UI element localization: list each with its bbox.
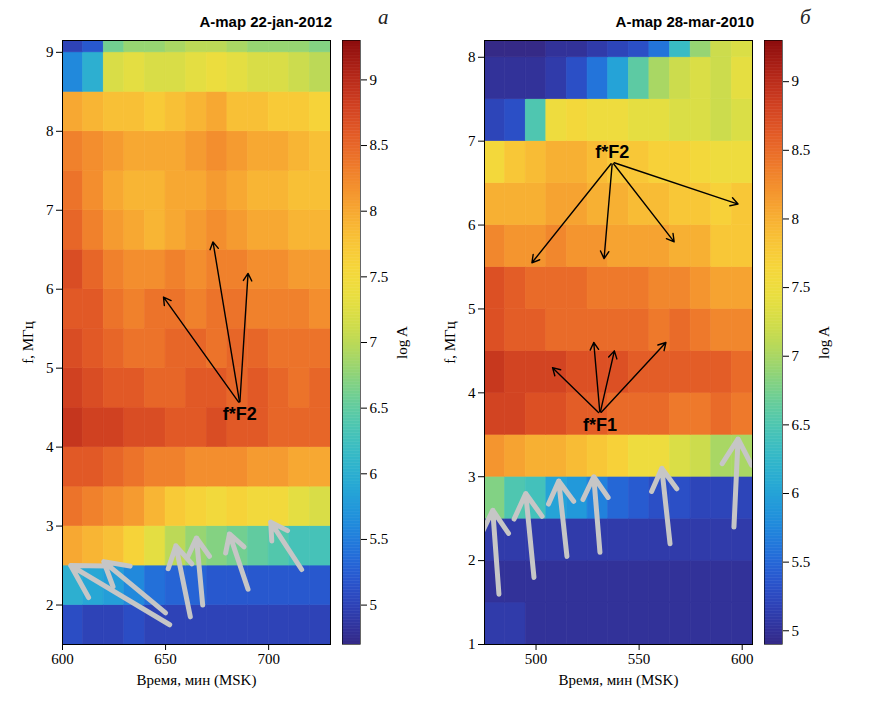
svg-text:6: 6 <box>792 485 800 501</box>
svg-text:550: 550 <box>628 651 651 667</box>
svg-text:Время, мин (MSK): Время, мин (MSK) <box>559 672 679 689</box>
svg-text:7: 7 <box>468 133 476 149</box>
svg-text:9: 9 <box>792 73 800 89</box>
svg-text:3: 3 <box>46 518 54 534</box>
svg-text:1: 1 <box>468 636 476 652</box>
svg-text:2: 2 <box>46 597 54 613</box>
svg-text:3: 3 <box>468 469 476 485</box>
svg-text:9: 9 <box>46 44 54 60</box>
svg-text:f, МГц: f, МГц <box>20 321 36 364</box>
svg-text:500: 500 <box>525 651 548 667</box>
svg-text:7: 7 <box>792 348 800 364</box>
svg-text:700: 700 <box>257 651 280 667</box>
svg-text:f*F2: f*F2 <box>595 142 629 162</box>
svg-text:7: 7 <box>46 202 54 218</box>
svg-text:f, МГц: f, МГц <box>442 321 458 364</box>
svg-text:600: 600 <box>731 651 754 667</box>
svg-text:9: 9 <box>370 72 378 88</box>
svg-text:5: 5 <box>468 301 476 317</box>
svg-text:5: 5 <box>46 360 54 376</box>
html-text:а: а <box>378 5 389 29</box>
svg-text:Время, мин (MSK): Время, мин (MSK) <box>137 672 257 689</box>
svg-text:6: 6 <box>468 217 476 233</box>
svg-text:f*F2: f*F2 <box>223 404 257 424</box>
svg-text:7.5: 7.5 <box>792 279 811 295</box>
svg-text:8: 8 <box>468 49 476 65</box>
svg-text:8: 8 <box>792 211 800 227</box>
svg-text:6: 6 <box>46 281 54 297</box>
svg-text:7: 7 <box>370 334 378 350</box>
svg-text:5: 5 <box>370 597 378 613</box>
svg-text:8.5: 8.5 <box>792 142 811 158</box>
svg-text:8.5: 8.5 <box>370 137 389 153</box>
svg-text:600: 600 <box>51 651 74 667</box>
svg-text:4: 4 <box>468 385 476 401</box>
svg-text:2: 2 <box>468 552 476 568</box>
svg-text:8: 8 <box>370 203 378 219</box>
html-text:A-map 22-jan-2012: A-map 22-jan-2012 <box>199 13 332 30</box>
svg-text:5: 5 <box>792 623 800 639</box>
svg-text:650: 650 <box>154 651 177 667</box>
svg-text:6.5: 6.5 <box>792 417 811 433</box>
svg-text:6: 6 <box>370 466 378 482</box>
svg-text:log A: log A <box>394 326 410 359</box>
svg-text:6.5: 6.5 <box>370 400 389 416</box>
svg-text:8: 8 <box>46 123 54 139</box>
svg-text:7.5: 7.5 <box>370 269 389 285</box>
svg-text:4: 4 <box>46 439 54 455</box>
svg-text:5.5: 5.5 <box>370 531 389 547</box>
html-text:б: б <box>800 5 811 29</box>
svg-text:f*F1: f*F1 <box>583 415 617 435</box>
svg-text:log A: log A <box>816 326 832 359</box>
svg-text:5.5: 5.5 <box>792 554 811 570</box>
html-text:A-map 28-mar-2010: A-map 28-mar-2010 <box>615 13 754 30</box>
